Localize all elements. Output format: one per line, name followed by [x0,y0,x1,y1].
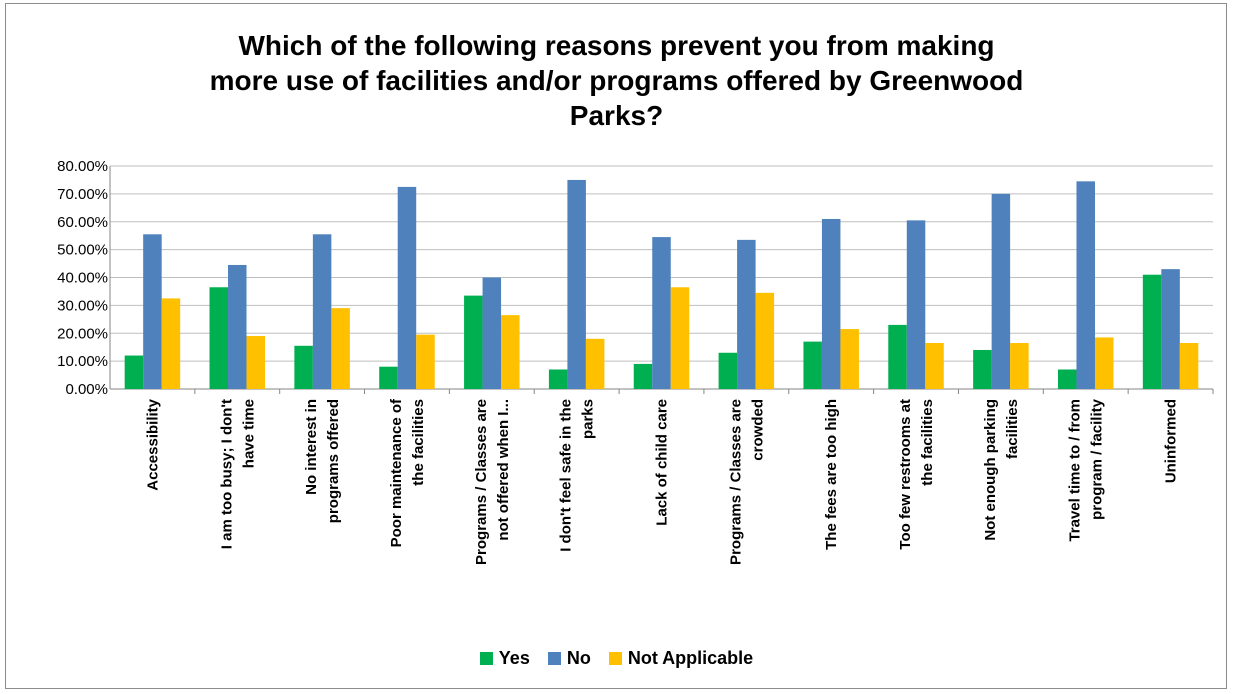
y-tick-label: 20.00% [57,325,108,342]
legend-label-yes: Yes [498,648,530,668]
bar-yes [294,345,313,389]
bar-no [652,237,671,389]
bar-no [567,179,586,389]
bar-yes [973,349,992,389]
bar-not-applicable [670,287,690,389]
legend-item-no: No [547,648,591,669]
x-category-label: facilities [1004,399,1021,459]
y-tick-label: 80.00% [57,158,108,175]
bar-yes [888,324,907,389]
bar-yes [548,369,568,389]
legend-item-not-applicable: Not Applicable [608,648,754,669]
y-tick-label: 70.00% [57,186,108,203]
bar-yes [803,341,822,389]
bar-not-applicable [246,336,266,389]
bar-yes [1142,274,1162,389]
bar-not-applicable [331,308,350,389]
x-category-label: not offered when I... [495,399,512,541]
y-tick-label: 30.00% [57,297,108,314]
bar-not-applicable [416,334,435,389]
x-category-label: Programs / Classes are [473,399,490,565]
x-category-label: I don't feel safe in the [558,399,575,552]
x-category-label: programs offered [325,399,342,523]
bar-yes [633,363,653,389]
bar-yes [464,295,483,389]
y-tick-label: 10.00% [57,353,108,370]
chart-title: Which of the following reasons prevent y… [0,28,1233,133]
x-category-label: Lack of child care [654,399,671,526]
bar-not-applicable [925,343,944,389]
bar-no [1076,181,1095,389]
x-category-label: the facilities [919,399,936,486]
bar-not-applicable [1010,343,1029,389]
y-tick-label: 40.00% [57,270,108,287]
legend-swatch-no [547,652,561,665]
y-tick-label: 60.00% [57,214,108,231]
bar-yes [718,352,738,389]
bar-not-applicable [1094,337,1114,389]
chart-title-line-1: Which of the following reasons prevent y… [238,30,995,61]
chart-title-line-2: more use of facilities and/or programs o… [209,65,1024,96]
x-category-label: No interest in [303,399,320,495]
x-category-label: have time [240,399,257,468]
bar-not-applicable [161,298,181,389]
bar-not-applicable [585,338,605,389]
bar-yes [209,287,229,389]
x-category-label: Accessibility [144,398,161,490]
bar-yes [1057,369,1077,389]
bar-yes [124,355,144,389]
x-category-label: the facilities [410,399,427,486]
legend-item-yes: Yes [479,648,530,669]
bar-not-applicable [840,329,859,389]
bar-not-applicable [1179,343,1199,389]
bar-not-applicable [755,292,775,389]
x-category-label: Uninformed [1163,399,1180,483]
x-category-label: The fees are too high [823,399,840,550]
bar-no [312,234,332,389]
bar-no [821,218,841,389]
x-category-label: parks [580,399,597,439]
bar-no [397,186,417,389]
bar-no [228,264,247,389]
bar-no [482,277,502,389]
x-category-label: crowded [749,399,766,461]
legend-label-no: No [566,648,591,668]
x-category-label: program / facility [1089,398,1106,520]
x-category-label: Travel time to / from [1067,399,1084,542]
x-category-label: Poor maintenance of [388,398,405,547]
bar-no [906,220,926,389]
bar-yes [379,366,398,389]
y-tick-label: 0.00% [65,381,108,398]
bar-no [737,239,756,389]
chart-title-line-3: Parks? [569,100,664,131]
legend-label-not-applicable: Not Applicable [627,648,754,668]
legend: Yes No Not Applicable [0,648,1233,669]
bar-not-applicable [501,315,520,389]
x-category-label: Programs / Classes are [727,399,744,565]
bar-no [1161,269,1180,389]
bar-no [143,234,162,389]
y-tick-label: 50.00% [57,242,108,259]
bar-no [991,193,1011,389]
legend-swatch-not-applicable [608,652,622,665]
legend-swatch-yes [479,652,493,665]
x-category-label: I am too busy; I don't [218,399,235,549]
x-category-label: Not enough parking [982,399,999,541]
x-category-label: Too few restrooms at [897,399,914,550]
